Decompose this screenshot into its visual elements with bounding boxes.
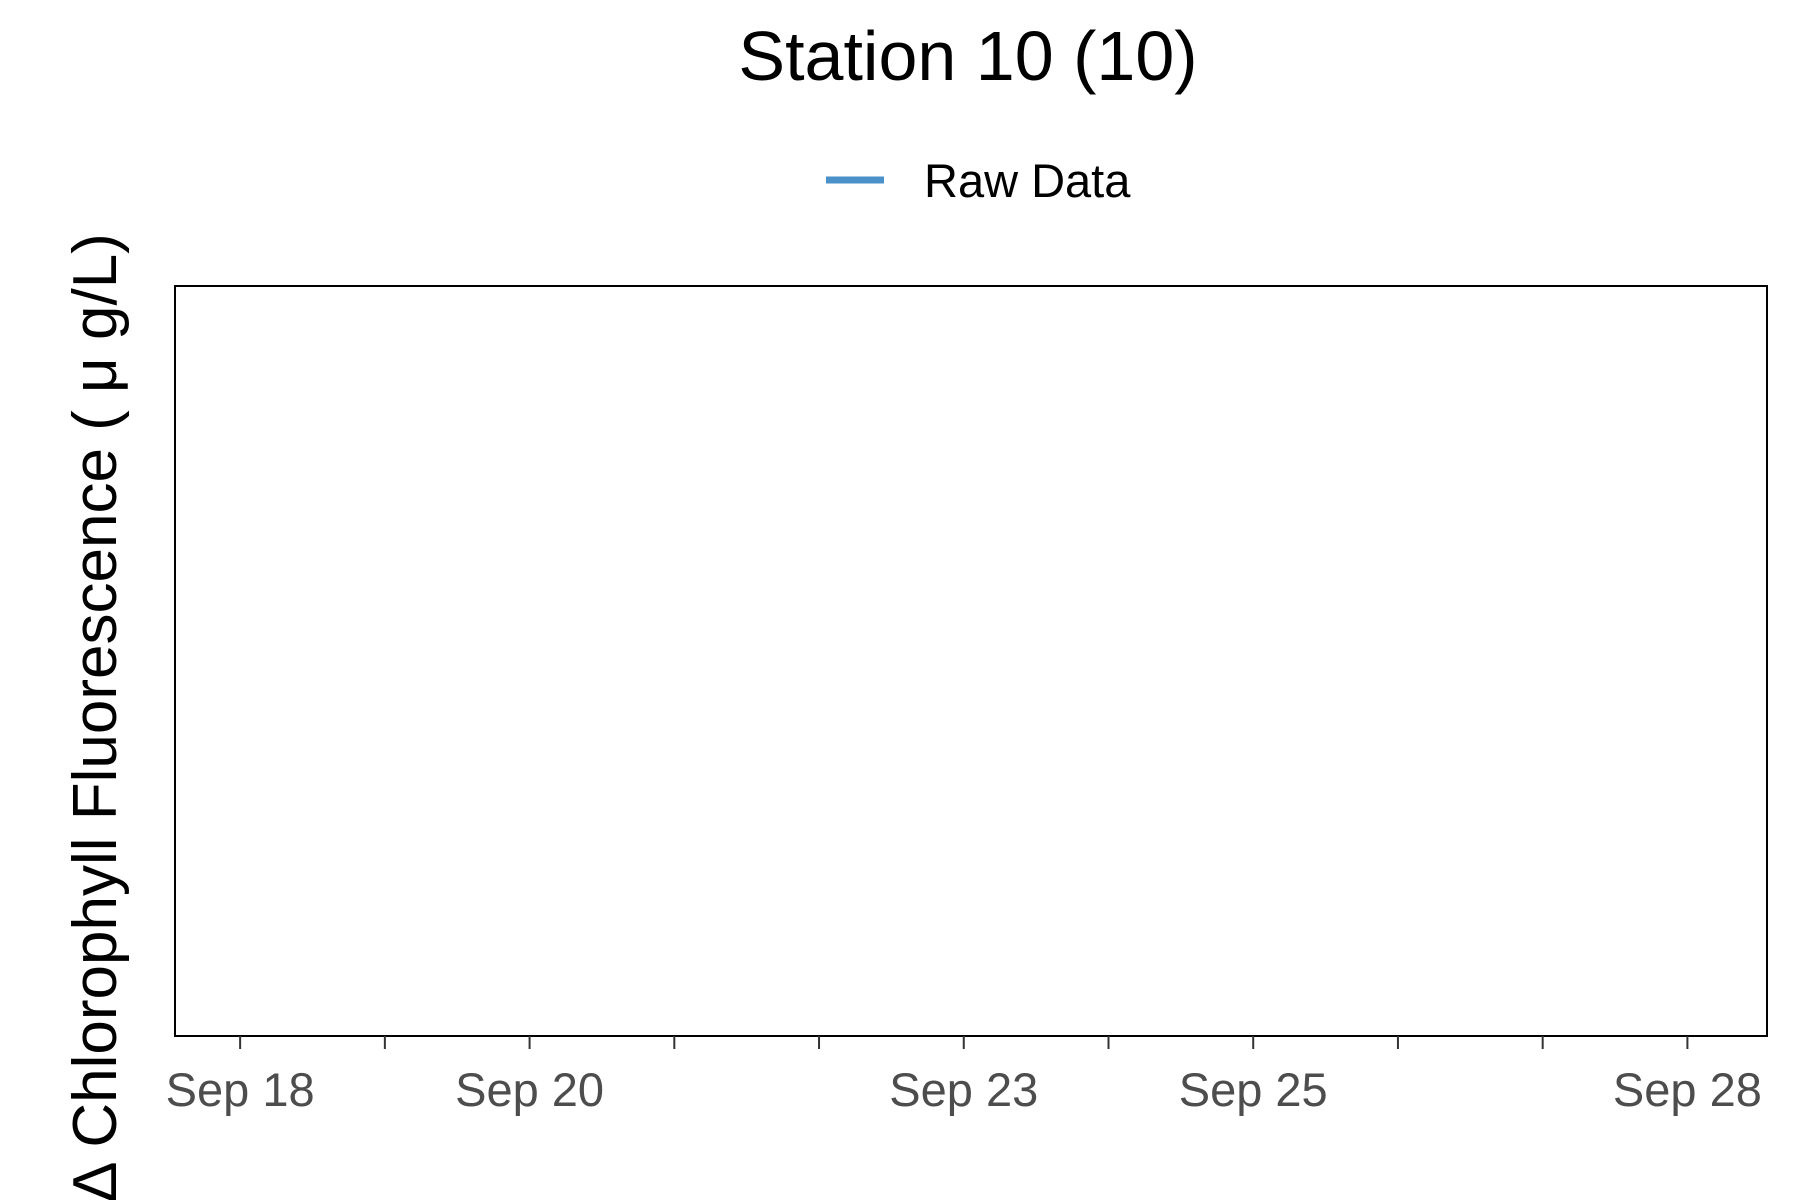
y-axis-label: Δ Chlorophyll Fluorescence ( μ g/L) [61, 233, 130, 1200]
legend-label-raw-data: Raw Data [924, 154, 1131, 207]
x-tick-label-sep-20: Sep 20 [455, 1063, 604, 1116]
x-tick-label-sep-28: Sep 28 [1613, 1063, 1762, 1116]
x-tick-label-sep-18: Sep 18 [166, 1063, 315, 1116]
x-axis-ticks: Sep 18 Sep 20 Sep 23 Sep 25 Sep 28 [166, 1036, 1762, 1116]
plot-area [174, 285, 1768, 1037]
legend: Raw Data [826, 154, 1131, 207]
x-tick-label-sep-23: Sep 23 [889, 1063, 1038, 1116]
x-tick-label-sep-25: Sep 25 [1179, 1063, 1328, 1116]
chart-title: Station 10 (10) [738, 17, 1197, 95]
